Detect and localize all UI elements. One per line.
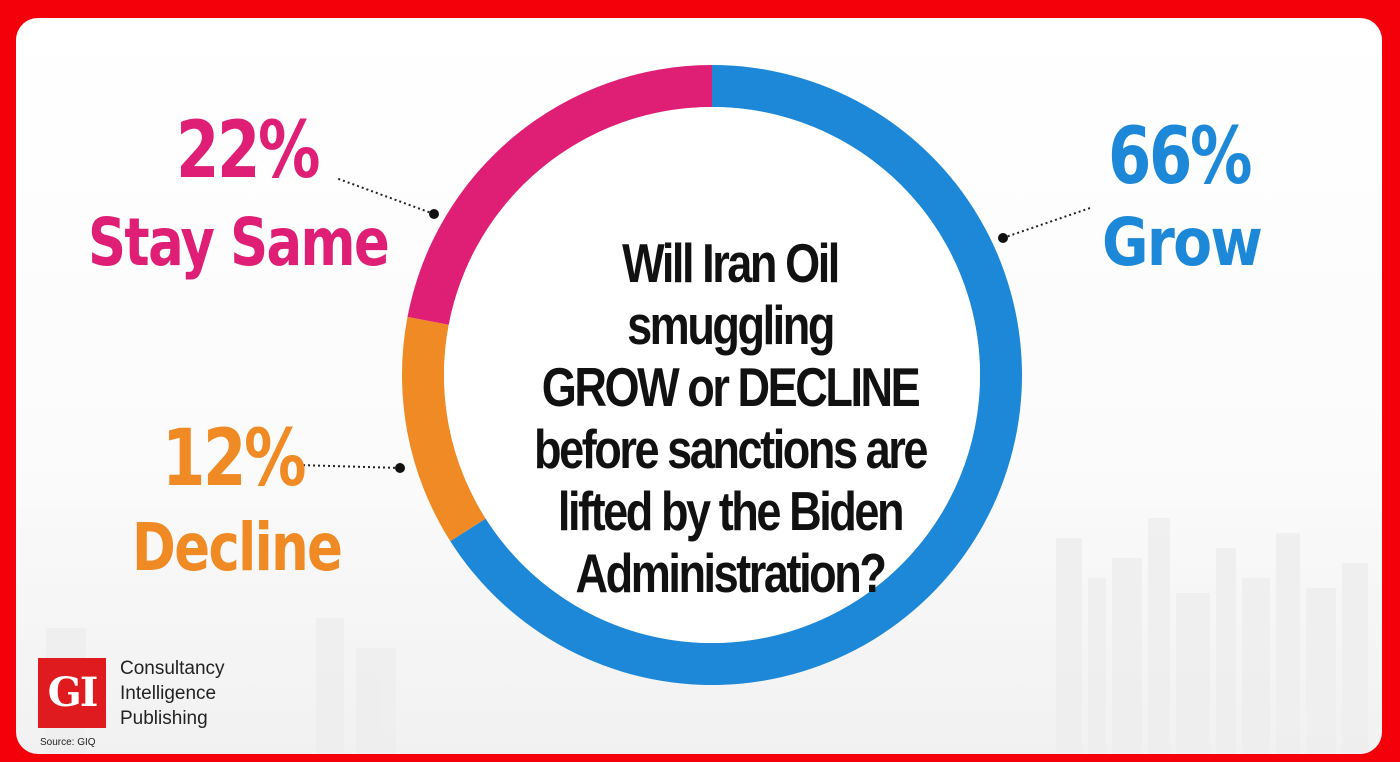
grow-percent-label: 66%: [1108, 112, 1253, 202]
chart-question-title: Will Iran Oil smuggling GROW or DECLINE …: [525, 232, 935, 604]
title-line: before sanctions are: [534, 418, 928, 480]
brand-line: Intelligence: [120, 683, 217, 704]
decline-category-label: Decline: [132, 509, 343, 586]
title-line: Will Iran Oil smuggling: [622, 232, 840, 356]
stay-same-category-label: Stay Same: [88, 204, 390, 281]
stay-same-leader-line-dot: [429, 209, 439, 219]
donut-slice-decline: [402, 316, 486, 542]
brand-text: Consultancy Intelligence Publishing: [120, 656, 225, 731]
gi-logo: GI: [38, 658, 106, 728]
grow-leader-line: [1002, 207, 1091, 239]
brand-line: Publishing: [120, 708, 208, 729]
title-line: GROW or DECLINE: [541, 356, 921, 418]
title-line: lifted by the Biden: [557, 480, 905, 542]
decline-percent-label: 12%: [162, 414, 307, 504]
donut-hole: [444, 107, 980, 643]
grow-leader-line-dot: [998, 233, 1008, 243]
title-line: Administration?: [575, 542, 887, 604]
decline-leader-line-dot: [395, 463, 405, 473]
source-note: Source: GIQ: [40, 737, 96, 748]
decline-leader-line: [297, 464, 401, 469]
grow-category-label: Grow: [1102, 204, 1263, 281]
city-skyline-background: [46, 518, 1368, 754]
donut-slice-stay-same: [407, 65, 712, 325]
brand-line: Consultancy: [120, 658, 225, 679]
stay-same-percent-label: 22%: [176, 106, 321, 196]
